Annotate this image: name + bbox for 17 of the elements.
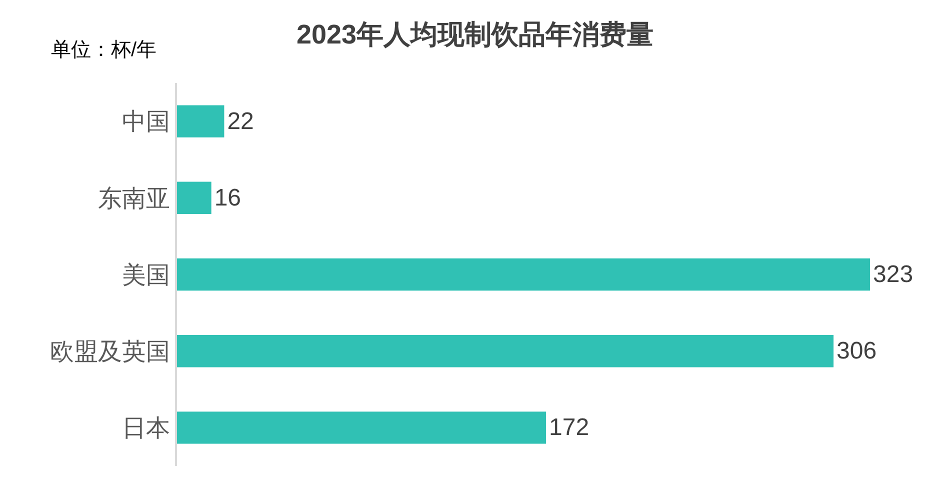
y-tick-label: 美国 (122, 262, 170, 289)
data-label: 172 (549, 414, 590, 442)
y-tick-label: 东南亚 (98, 185, 170, 212)
y-tick-label: 欧盟及英国 (50, 338, 170, 366)
chart-title: 2023年人均现制饮品年消费量 (296, 20, 654, 50)
data-label: 323 (873, 261, 914, 288)
text: 单位：杯/年 (51, 39, 157, 61)
data-label: 16 (214, 184, 242, 212)
bar (177, 182, 212, 214)
y-tick-label: 中国 (122, 108, 170, 136)
bar (177, 412, 546, 444)
bar (177, 105, 224, 138)
y-tick-label: 日本 (122, 415, 170, 442)
data-label: 22 (227, 108, 254, 135)
bar (177, 335, 834, 368)
data-label: 306 (836, 338, 877, 365)
bar (177, 258, 870, 291)
